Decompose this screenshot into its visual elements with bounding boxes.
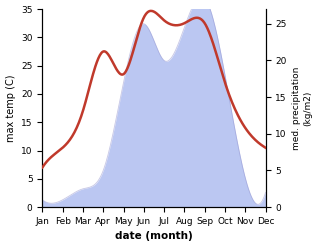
- X-axis label: date (month): date (month): [115, 231, 193, 242]
- Y-axis label: max temp (C): max temp (C): [5, 74, 16, 142]
- Y-axis label: med. precipitation
(kg/m2): med. precipitation (kg/m2): [292, 66, 313, 150]
